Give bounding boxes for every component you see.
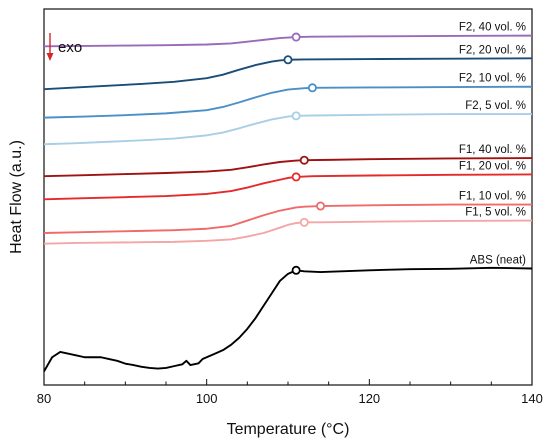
x-tick-label: 140: [521, 391, 543, 406]
series-line: [43, 113, 532, 146]
series-label: F1, 5 vol. %: [465, 207, 526, 219]
glass-transition-marker: [307, 83, 317, 93]
glass-transition-marker: [316, 201, 326, 211]
series-labels: ABS (neat) F1, 5 vol. % F1, 10 vol. % F1, 2…: [459, 22, 526, 267]
series-label: F2, 5 vol. %: [465, 100, 526, 112]
x-tick-label: 80: [37, 391, 51, 406]
x-ticks: 80 100 120 140: [37, 379, 543, 406]
exo-label: exo: [58, 39, 82, 56]
x-tick-label: 120: [358, 391, 380, 406]
series-label: F2, 10 vol. %: [459, 73, 526, 85]
series-line: [43, 34, 533, 48]
x-axis-label: Temperature (°C): [227, 421, 350, 438]
exo-annotation: exo: [46, 33, 82, 61]
y-axis-label: Heat Flow (a.u.): [8, 140, 25, 254]
glass-transition-marker: [291, 172, 301, 182]
series-label: F1, 20 vol. %: [459, 160, 526, 172]
glass-transition-marker: [283, 55, 293, 65]
x-tick-label: 100: [196, 391, 218, 406]
series-line: [43, 203, 532, 234]
glass-transition-marker: [291, 111, 301, 121]
series-label: F1, 40 vol. %: [459, 144, 526, 156]
glass-transition-marker: [291, 265, 301, 275]
series-line: [43, 173, 533, 201]
series-line: [43, 266, 533, 372]
series-line: [43, 219, 533, 245]
series-label: ABS (neat): [470, 255, 526, 267]
series-line: [43, 157, 533, 178]
glass-transition-marker: [299, 155, 309, 165]
series-line: [43, 57, 533, 91]
series-label: F2, 40 vol. %: [459, 22, 526, 34]
series-label: F2, 20 vol. %: [459, 44, 526, 56]
glass-transition-marker: [291, 32, 301, 42]
glass-transition-marker: [299, 217, 309, 227]
series-lines: [43, 32, 533, 372]
exo-arrowhead-icon: [46, 53, 54, 61]
series-line: [43, 85, 533, 119]
series-label: F1, 10 vol. %: [459, 191, 526, 203]
